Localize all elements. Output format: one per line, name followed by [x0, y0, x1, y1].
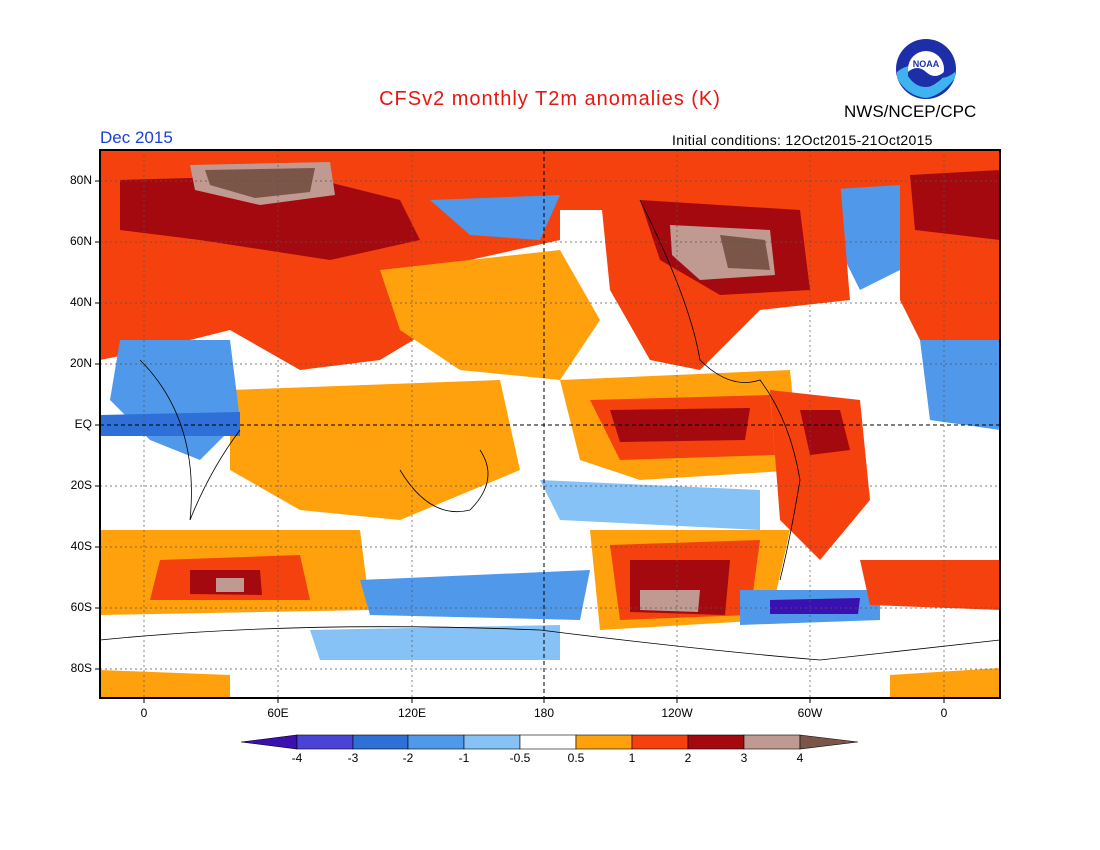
colorbar-cell [519, 734, 577, 750]
lat-tick-label: 60S [70, 600, 92, 614]
valid-month-label: Dec 2015 [100, 128, 173, 147]
colorbar-cell-lt-4 [240, 734, 298, 750]
lat-tick-label: 40S [70, 539, 92, 553]
colorbar-cell [631, 734, 689, 750]
gridlines [100, 150, 1000, 698]
colorbar-cell [743, 734, 801, 750]
equator-meridian-lines [100, 150, 1000, 698]
colorbar-label: 0.5 [567, 751, 585, 765]
lat-tick-label: EQ [74, 417, 92, 431]
lon-tick-label: 0 [940, 706, 948, 720]
colorbar-label: -1 [458, 751, 470, 765]
colorbar-label: -2 [402, 751, 414, 765]
lon-tick-label: 120W [661, 706, 693, 720]
initial-conditions-label: Initial conditions: 12Oct2015-21Oct2015 [672, 132, 933, 148]
colorbar-cell [575, 734, 633, 750]
colorbar-cell [407, 734, 465, 750]
tick-marks [95, 180, 945, 703]
lon-tick-label: 120E [397, 706, 427, 720]
colorbar-label: -0.5 [509, 751, 531, 765]
colorbar-label: 1 [628, 751, 636, 765]
lat-tick-label: 20N [69, 356, 92, 370]
colorbar [240, 734, 859, 750]
colorbar-label: -4 [291, 751, 303, 765]
lat-tick-label: 60N [69, 234, 92, 248]
colorbar-cell [296, 734, 354, 750]
lat-tick-label: 80S [70, 661, 92, 675]
colorbar-label: -3 [347, 751, 359, 765]
lat-tick-label: 80N [69, 173, 92, 187]
colorbar-label: 2 [684, 751, 692, 765]
logo-text: NOAA [913, 59, 940, 69]
lon-tick-label: 60E [267, 706, 289, 720]
figure-title: CFSv2 monthly T2m anomalies (K) [379, 88, 721, 110]
lon-tick-label: 180 [533, 706, 555, 720]
colorbar-cell [687, 734, 745, 750]
colorbar-label: 4 [796, 751, 804, 765]
lon-tick-label: 60W [797, 706, 823, 720]
lon-tick-label: 0 [140, 706, 148, 720]
coastlines [100, 199, 1000, 661]
lat-tick-label: 20S [70, 478, 92, 492]
agency-label: NWS/NCEP/CPC [844, 102, 977, 121]
lat-tick-label: 40N [69, 295, 92, 309]
noaa-logo: NOAA [896, 39, 956, 99]
colorbar-cell [463, 734, 521, 750]
colorbar-label: 3 [740, 751, 748, 765]
map-frame [99, 149, 1001, 699]
colorbar-cell-gt-4 [799, 734, 859, 750]
colorbar-cell [352, 734, 409, 750]
anomaly-field [100, 150, 1000, 698]
